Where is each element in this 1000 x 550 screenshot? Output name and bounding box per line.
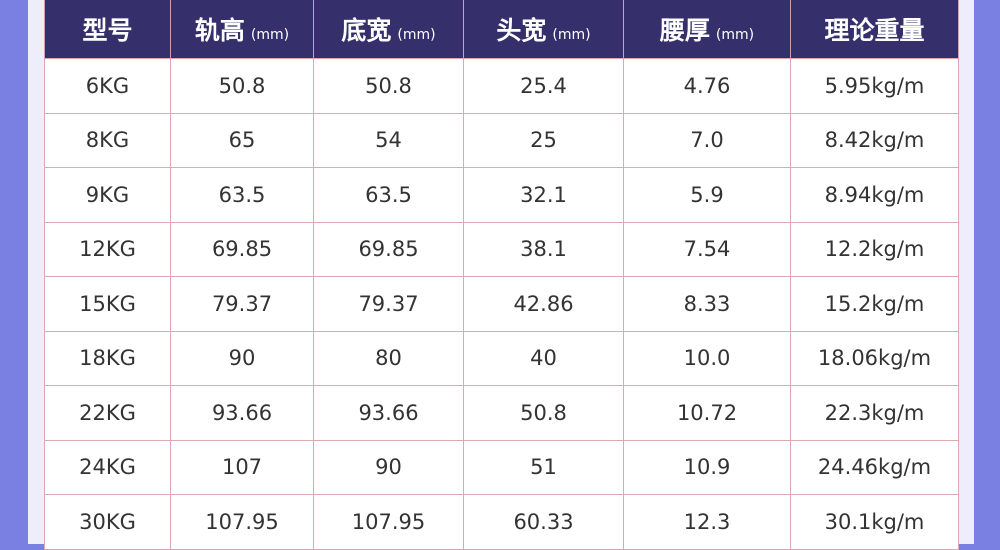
table-cell: 69.85 [313,221,464,277]
table-cell: 8KG [44,112,171,168]
table-row: 30KG 107.95 107.95 60.33 12.3 30.1kg/m [44,494,959,550]
table-cell: 79.37 [170,276,314,332]
table-cell: 60.33 [463,494,624,550]
table-cell: 30.1kg/m [790,494,959,550]
table-cell: 51 [463,439,624,495]
table-cell: 4.76 [623,58,791,114]
table-cell: 93.66 [170,385,314,441]
table-cell: 12.3 [623,494,791,550]
table-cell: 50.8 [313,58,464,114]
column-unit: (mm) [397,27,436,43]
table-cell: 69.85 [170,221,314,277]
column-label: 理论重量 [824,16,925,45]
column-label: 轨高 [194,16,245,45]
table-cell: 8.33 [623,276,791,332]
table-cell: 42.86 [463,276,624,332]
table-cell: 50.8 [463,385,624,441]
column-label: 底宽 [341,16,392,45]
rail-spec-table: 型号 轨高 (mm) 底宽 (mm) 头宽 (mm) 腰厚 (mm) 理论重量 6KG 50.8 50… [44,0,959,550]
table-cell: 107.95 [313,494,464,550]
column-header: 轨高 (mm) [170,0,314,59]
column-header: 理论重量 [790,0,959,59]
table-cell: 8.94kg/m [790,167,959,223]
table-cell: 40 [463,330,624,386]
table-row: 12KG 69.85 69.85 38.1 7.54 12.2kg/m [44,221,959,277]
table-cell: 6KG [44,58,171,114]
table-cell: 32.1 [463,167,624,223]
column-header: 腰厚 (mm) [623,0,791,59]
table-row: 18KG 90 80 40 10.0 18.06kg/m [44,330,959,386]
table-cell: 65 [170,112,314,168]
column-unit: (mm) [250,27,290,43]
column-header: 头宽 (mm) [463,0,624,59]
table-cell: 18KG [44,330,171,386]
table-cell: 30KG [44,494,171,550]
table-cell: 10.0 [623,330,791,386]
table-cell: 12.2kg/m [790,221,959,277]
table-cell: 22.3kg/m [790,385,959,441]
table-cell: 24KG [44,439,171,495]
table-cell: 5.95kg/m [790,58,959,114]
table-cell: 22KG [44,385,171,441]
table-cell: 63.5 [313,167,464,223]
table-cell: 8.42kg/m [790,112,959,168]
table-row: 9KG 63.5 63.5 32.1 5.9 8.94kg/m [44,167,959,223]
column-label: 型号 [82,16,133,45]
table-row: 6KG 50.8 50.8 25.4 4.76 5.95kg/m [44,58,959,114]
table-cell: 38.1 [463,221,624,277]
table-cell: 12KG [44,221,171,277]
table-cell: 18.06kg/m [790,330,959,386]
table-cell: 79.37 [313,276,464,332]
table-cell: 80 [313,330,464,386]
table-cell: 50.8 [170,58,314,114]
table-cell: 7.0 [623,112,791,168]
column-label: 头宽 [496,16,547,45]
column-unit: (mm) [552,27,591,43]
table-cell: 90 [170,330,314,386]
table-cell: 15.2kg/m [790,276,959,332]
table-cell: 63.5 [170,167,314,223]
column-header: 底宽 (mm) [313,0,464,59]
table-cell: 10.9 [623,439,791,495]
column-label: 腰厚 [659,16,710,45]
table-cell: 25.4 [463,58,624,114]
table-cell: 90 [313,439,464,495]
table-cell: 93.66 [313,385,464,441]
table-header-row: 型号 轨高 (mm) 底宽 (mm) 头宽 (mm) 腰厚 (mm) 理论重量 [44,0,959,59]
table-cell: 25 [463,112,624,168]
table-cell: 15KG [44,276,171,332]
table-row: 24KG 107 90 51 10.9 24.46kg/m [44,439,959,495]
table-cell: 24.46kg/m [790,439,959,495]
table-row: 22KG 93.66 93.66 50.8 10.72 22.3kg/m [44,385,959,441]
table-cell: 7.54 [623,221,791,277]
table-row: 8KG 65 54 25 7.0 8.42kg/m [44,112,959,168]
table-cell: 54 [313,112,464,168]
table-cell: 10.72 [623,385,791,441]
column-header: 型号 [44,0,171,59]
table-cell: 107.95 [170,494,314,550]
column-unit: (mm) [715,27,755,43]
table-cell: 9KG [44,167,171,223]
table-cell: 107 [170,439,314,495]
table-cell: 5.9 [623,167,791,223]
table-row: 15KG 79.37 79.37 42.86 8.33 15.2kg/m [44,276,959,332]
